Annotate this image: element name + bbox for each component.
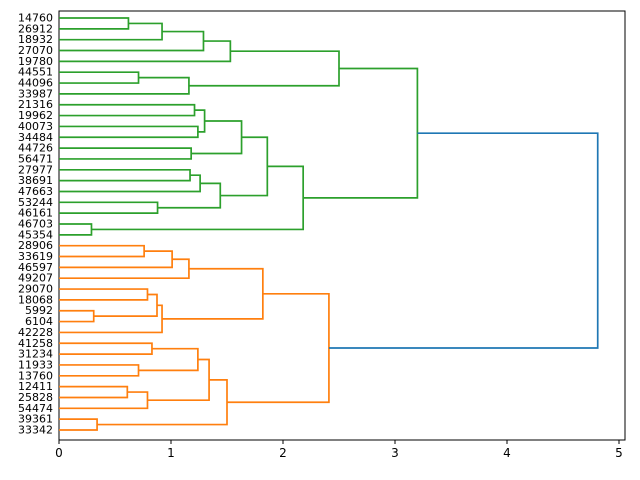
leaf-label: 41258 <box>18 337 53 350</box>
leaf-label: 56471 <box>18 152 53 165</box>
x-tick-label: 3 <box>391 446 399 460</box>
dendrogram-link <box>59 147 193 160</box>
dendrogram-link <box>157 182 222 209</box>
leaf-label: 44551 <box>18 66 53 79</box>
x-tick-label: 1 <box>167 446 175 460</box>
x-tick-label: 2 <box>279 446 287 460</box>
leaf-label: 26912 <box>18 22 53 35</box>
leaf-label: 12411 <box>18 380 53 393</box>
dendrogram-link <box>162 267 264 320</box>
dendrogram-link <box>59 391 149 410</box>
leaf-label: 28906 <box>18 239 53 252</box>
dendrogram-link <box>59 418 98 431</box>
plot-border <box>58 10 626 441</box>
leaf-label: 25828 <box>18 391 53 404</box>
dendrogram-link <box>59 30 205 52</box>
leaf-label: 44726 <box>18 142 53 155</box>
dendrogram-link <box>303 67 419 199</box>
dendrogram-link <box>59 258 190 280</box>
leaf-label: 46161 <box>18 207 53 220</box>
dendrogram-link <box>188 50 340 87</box>
leaf-label: 19780 <box>18 55 53 68</box>
leaf-label: 21316 <box>18 98 53 111</box>
dendrogram-link <box>59 22 163 41</box>
leaf-label: 5992 <box>25 304 53 317</box>
dendrogram-link <box>59 174 201 193</box>
leaf-label: 45354 <box>18 228 53 241</box>
dendrogram-link <box>59 223 93 236</box>
dendrogram-link <box>59 103 196 117</box>
dendrogram-link <box>59 244 145 258</box>
dendrogram-link <box>59 304 163 334</box>
leaf-label: 53244 <box>18 196 53 209</box>
leaf-label: 13760 <box>18 369 53 382</box>
leaf-label: 49207 <box>18 272 53 285</box>
leaf-label: 27977 <box>18 163 53 176</box>
leaf-label: 11933 <box>18 358 53 371</box>
dendrogram-link <box>59 201 159 215</box>
leaf-label: 44096 <box>18 77 53 90</box>
leaf-label: 33987 <box>18 87 53 100</box>
dendrogram-link <box>59 125 199 139</box>
dendrogram-link <box>147 358 210 402</box>
leaf-label: 40073 <box>18 120 53 133</box>
dendrogram-link <box>328 132 599 349</box>
leaf-label: 14760 <box>18 12 53 25</box>
leaf-label: 47663 <box>18 185 53 198</box>
leaf-label: 27070 <box>18 44 53 57</box>
dendrogram-link <box>59 288 149 301</box>
leaf-label: 34484 <box>18 131 53 144</box>
dendrogram-link <box>59 385 129 399</box>
dendrogram-link <box>59 168 191 182</box>
leaf-label: 31234 <box>18 348 53 361</box>
leaf-label: 39361 <box>18 413 53 426</box>
dendrogram-link <box>220 136 269 197</box>
x-tick-label: 4 <box>503 446 511 460</box>
leaf-label: 29070 <box>18 283 53 296</box>
dendrogram-link <box>227 292 330 404</box>
dendrogram-link <box>59 17 130 30</box>
dendrogram-link <box>59 76 190 95</box>
dendrogram-link <box>59 364 140 377</box>
dendrogram-link <box>194 109 206 133</box>
dendrogram-link <box>59 342 153 355</box>
leaf-label: 18068 <box>18 293 53 306</box>
leaf-label: 38691 <box>18 174 53 187</box>
dendrogram-link <box>59 250 173 269</box>
leaf-label: 18932 <box>18 33 53 46</box>
dendrogram-link <box>59 309 95 323</box>
dendrogram-link <box>59 71 140 84</box>
leaf-label: 42228 <box>18 326 53 339</box>
x-tick-label: 5 <box>615 446 623 460</box>
leaf-label: 33619 <box>18 250 53 263</box>
leaf-label: 6104 <box>25 315 53 328</box>
leaf-label: 33342 <box>18 424 53 437</box>
x-tick-label: 0 <box>55 446 63 460</box>
leaf-label: 19962 <box>18 109 53 122</box>
leaf-label: 54474 <box>18 402 53 415</box>
leaf-label: 46703 <box>18 218 53 231</box>
dendrogram-link <box>138 347 199 372</box>
leaf-label: 46597 <box>18 261 53 274</box>
